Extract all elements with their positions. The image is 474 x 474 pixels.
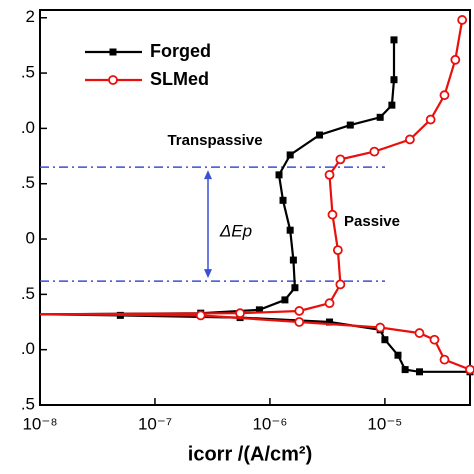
y-tick-label: .5 bbox=[21, 394, 35, 413]
data-point bbox=[255, 306, 263, 314]
data-point bbox=[286, 226, 294, 234]
data-point bbox=[235, 308, 245, 319]
data-point bbox=[335, 154, 346, 165]
x-tick-label: 10⁻⁸ bbox=[22, 414, 57, 433]
legend-marker bbox=[109, 48, 117, 56]
data-point bbox=[324, 169, 335, 180]
data-point bbox=[195, 310, 206, 321]
data-point bbox=[279, 196, 287, 204]
series-line bbox=[39, 19, 471, 371]
data-point bbox=[294, 317, 305, 327]
x-axis-label: icorr /(A/cm²) bbox=[188, 443, 312, 465]
x-tick-label: 10⁻⁵ bbox=[367, 414, 402, 433]
data-point bbox=[450, 54, 461, 65]
data-point bbox=[376, 113, 384, 121]
data-point bbox=[275, 171, 283, 179]
data-point bbox=[381, 336, 389, 344]
legend-marker bbox=[108, 75, 118, 85]
legend-label: Forged bbox=[150, 41, 211, 61]
data-point bbox=[401, 366, 409, 374]
data-point bbox=[375, 322, 386, 333]
data-point bbox=[316, 131, 324, 139]
y-tick-label: .5 bbox=[21, 284, 35, 303]
data-point bbox=[429, 334, 440, 345]
y-tick-label: 0 bbox=[26, 229, 35, 248]
data-point bbox=[335, 279, 346, 290]
data-point bbox=[324, 298, 335, 309]
data-point bbox=[289, 256, 297, 264]
data-point bbox=[286, 151, 294, 159]
data-point bbox=[404, 134, 415, 145]
data-point bbox=[390, 76, 398, 84]
series-line bbox=[39, 39, 470, 373]
x-tick-label: 10⁻⁷ bbox=[138, 414, 172, 433]
plot-frame bbox=[39, 9, 471, 406]
y-tick-label: .5 bbox=[21, 173, 35, 192]
x-tick-label: 10⁻⁶ bbox=[252, 414, 287, 433]
data-point bbox=[394, 351, 402, 359]
annotation: Passive bbox=[344, 213, 400, 230]
y-tick-label: .0 bbox=[21, 118, 35, 137]
data-point bbox=[327, 209, 338, 220]
data-point bbox=[346, 121, 354, 129]
data-point bbox=[332, 245, 343, 255]
legend-label: SLMed bbox=[150, 69, 209, 89]
data-point bbox=[439, 90, 450, 101]
data-point bbox=[425, 114, 436, 125]
y-tick-label: .0 bbox=[21, 339, 35, 358]
data-point bbox=[369, 146, 380, 157]
annotation: Transpassive bbox=[167, 132, 262, 149]
data-point bbox=[439, 354, 450, 365]
data-point bbox=[281, 296, 289, 304]
data-point bbox=[326, 318, 334, 326]
data-point bbox=[291, 284, 299, 292]
y-tick-label: 2 bbox=[26, 7, 35, 26]
data-point bbox=[414, 328, 425, 338]
data-point bbox=[415, 368, 423, 376]
data-point bbox=[465, 364, 474, 375]
data-point bbox=[294, 306, 305, 316]
y-tick-label: .5 bbox=[21, 63, 35, 82]
data-point bbox=[388, 101, 396, 109]
data-point bbox=[457, 15, 468, 25]
annotation: ΔEp bbox=[219, 221, 252, 240]
data-point bbox=[390, 36, 398, 44]
